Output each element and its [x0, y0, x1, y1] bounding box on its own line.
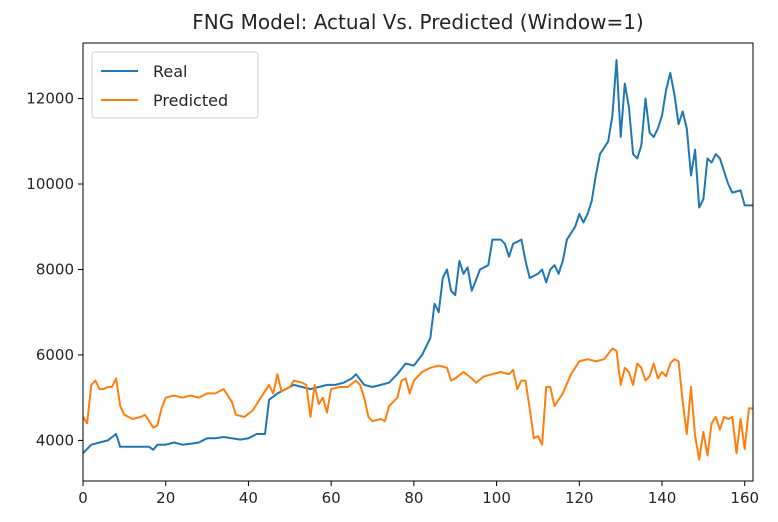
series-layer: [82, 59, 753, 461]
legend-label-real: Real: [153, 62, 188, 81]
legend-label-predicted: Predicted: [153, 91, 228, 110]
legend: Real Predicted: [91, 51, 259, 119]
y-tick-label: 4000: [36, 431, 74, 449]
y-tick-label: 6000: [36, 346, 74, 364]
x-tick-label: 100: [482, 489, 511, 507]
x-tick-label: 120: [565, 489, 594, 507]
y-tick-label: 10000: [26, 175, 74, 193]
series-line-real: [82, 59, 753, 454]
x-tick-label: 60: [322, 489, 341, 507]
legend-box: [91, 51, 259, 119]
x-tick-label: 80: [404, 489, 423, 507]
chart-title: FNG Model: Actual Vs. Predicted (Window=…: [192, 10, 643, 34]
x-tick-label: 20: [156, 489, 175, 507]
x-axis: 0 20 40 60 80 100 120 140 160: [78, 481, 759, 507]
plot-frame: [82, 42, 754, 482]
y-tick-label: 8000: [36, 260, 74, 278]
x-tick-label: 0: [78, 489, 88, 507]
x-tick-label: 160: [730, 489, 759, 507]
x-tick-label: 140: [648, 489, 677, 507]
y-axis: 4000 6000 8000 10000 12000: [26, 90, 83, 449]
x-tick-label: 40: [239, 489, 258, 507]
series-line-predicted: [82, 347, 753, 461]
y-tick-label: 12000: [26, 90, 74, 108]
